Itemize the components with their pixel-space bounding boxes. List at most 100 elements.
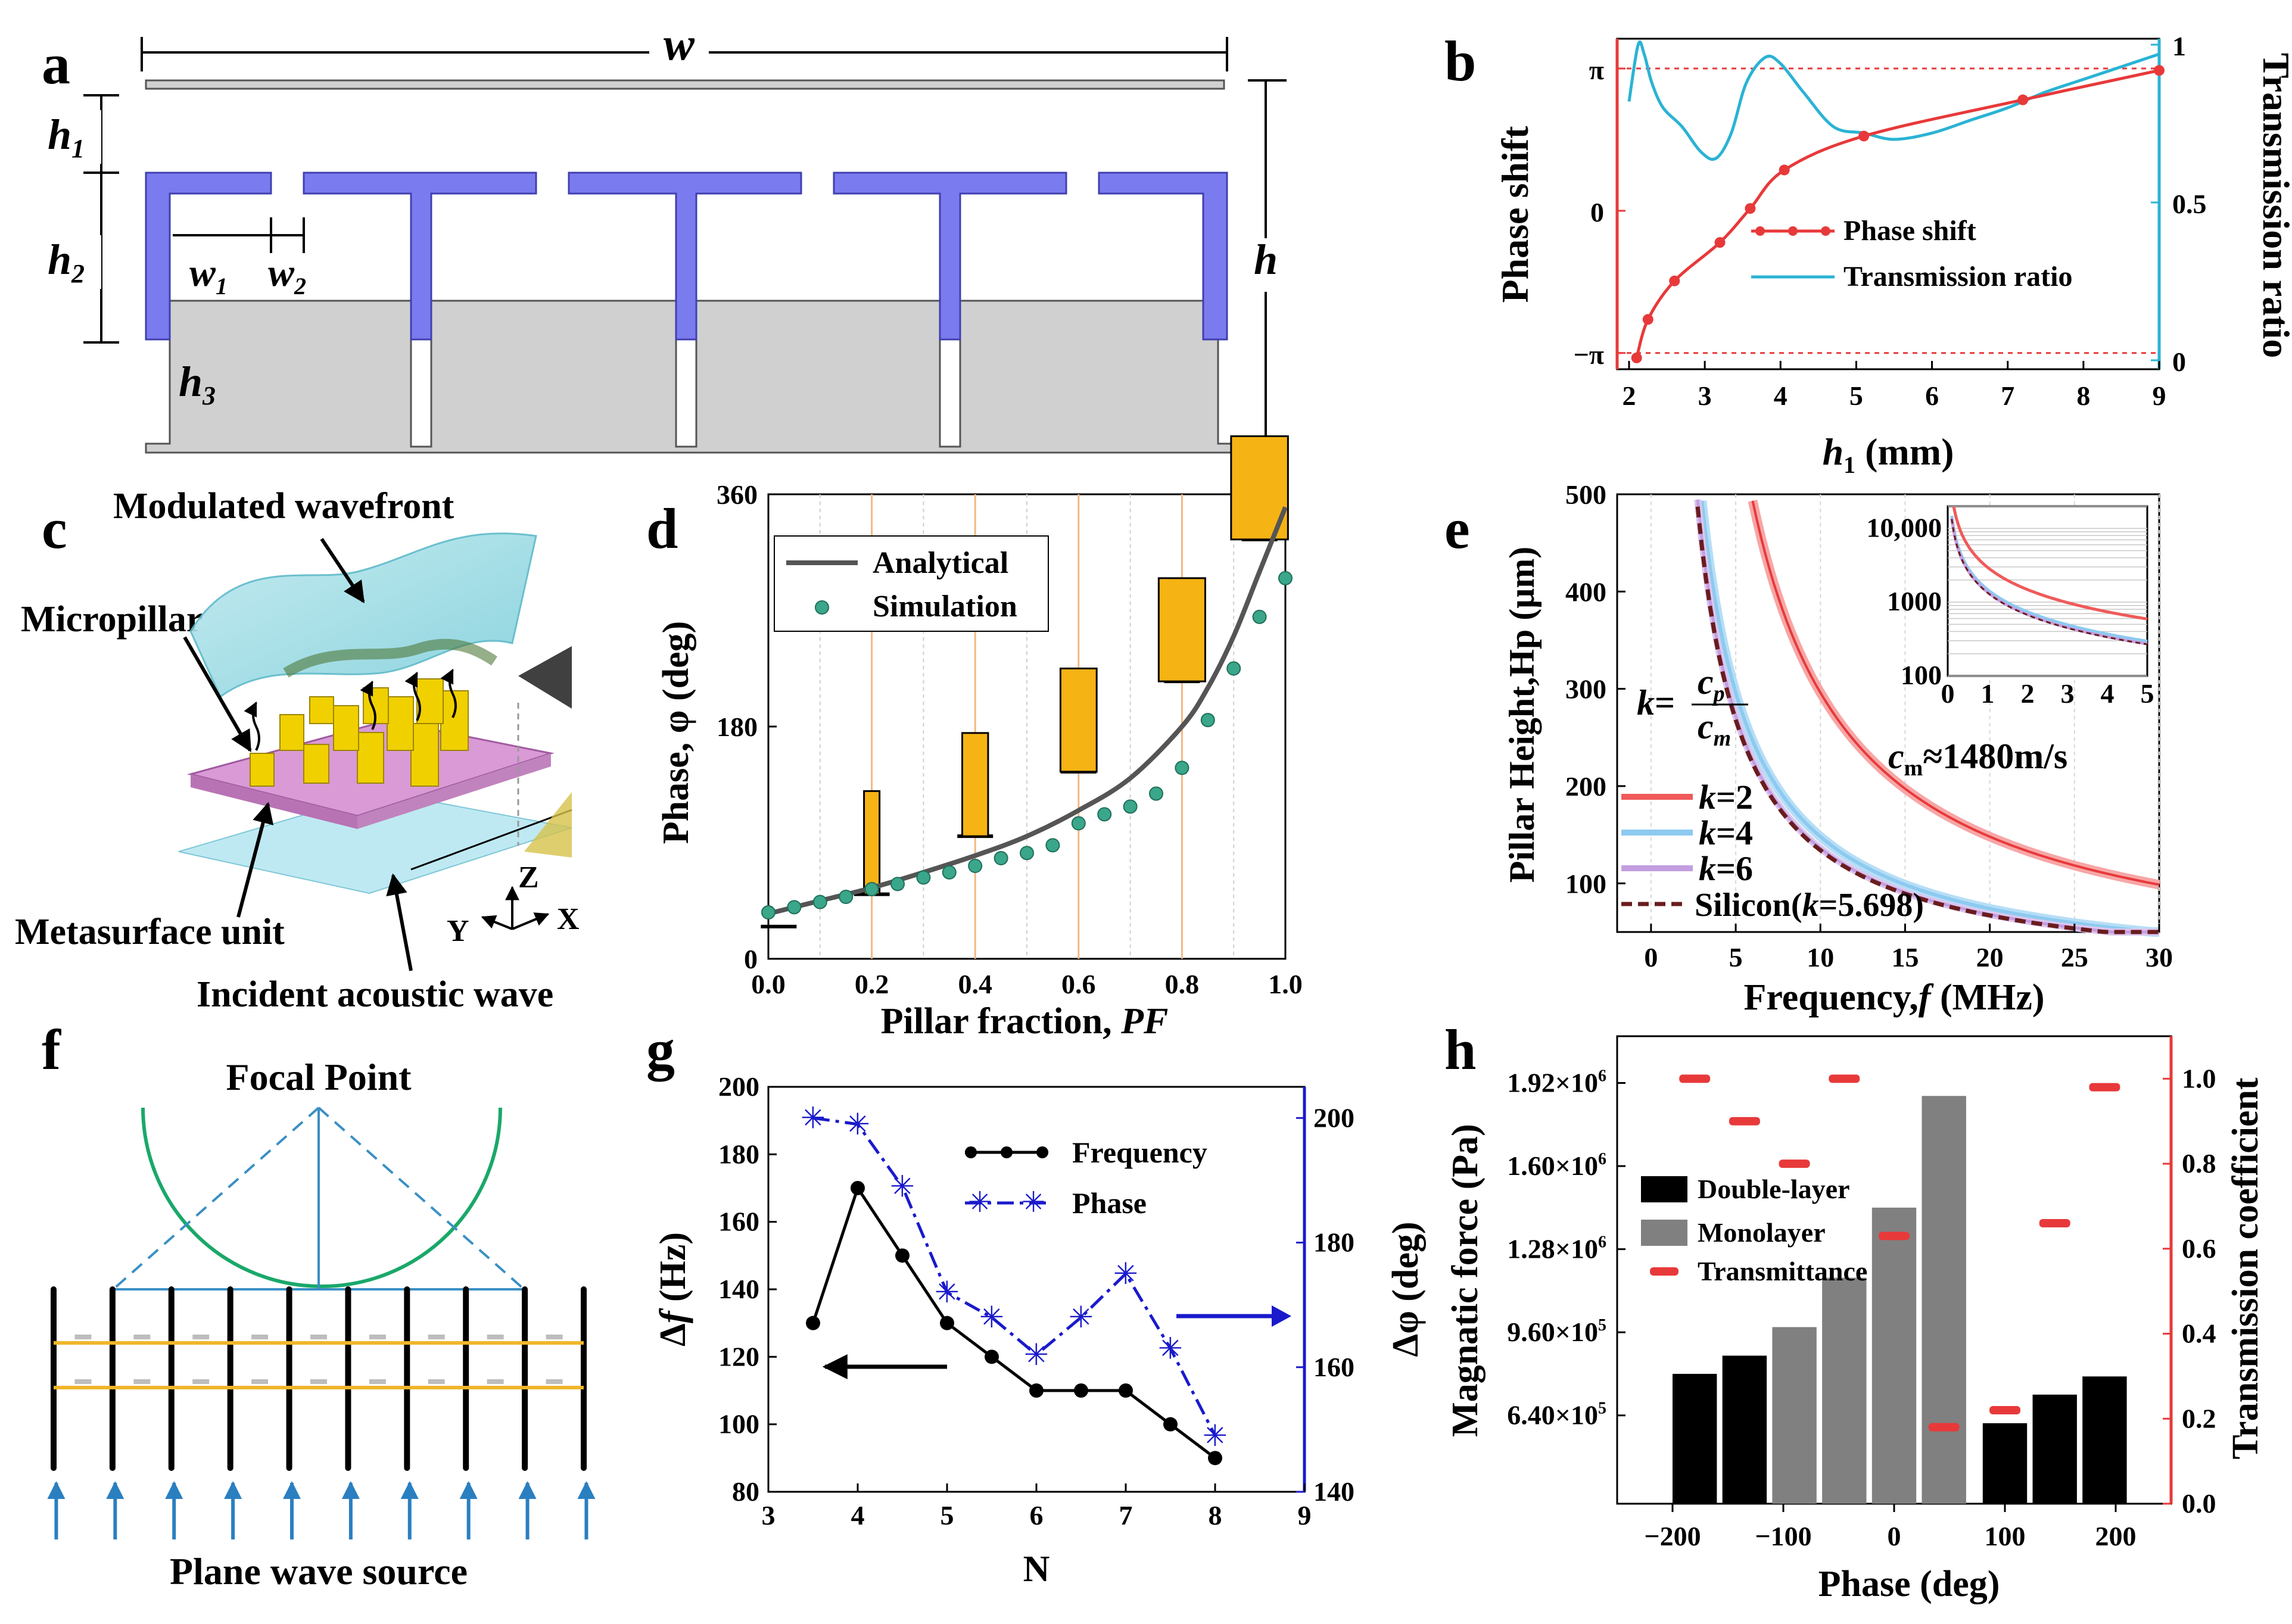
f-gap-marker — [487, 1379, 504, 1384]
f-gap-marker — [251, 1379, 269, 1384]
b-phase-point — [2154, 65, 2165, 76]
t-unit-3 — [833, 172, 1067, 341]
d-sim-point — [812, 894, 827, 909]
c-axis-y: Y — [447, 914, 469, 948]
e-xtick-label: 10 — [1807, 942, 1834, 972]
b-xtick-label: 6 — [1925, 381, 1939, 411]
c-pillar — [357, 732, 384, 784]
e-cp: cp — [1698, 662, 1725, 706]
e-legend: k=2 k=4 k=6 Silicon(k=5.698) — [1621, 778, 1924, 924]
slot-3 — [939, 335, 961, 448]
c-axis-x: X — [557, 902, 580, 936]
b-y2tick-label: 0.5 — [2172, 189, 2207, 219]
d-sim-point — [1226, 661, 1241, 676]
d-sim-point — [1020, 846, 1034, 861]
f-gap-marker — [369, 1335, 386, 1339]
b-xtick-label: 7 — [2001, 381, 2014, 411]
g-ytick-label: 80 — [732, 1476, 759, 1507]
c-wavefront-shadow — [283, 638, 497, 678]
h-xlabel: Phase (deg) — [1818, 1564, 2000, 1604]
d-legend-sim: Simulation — [873, 590, 1017, 624]
e-xtick-label: 20 — [1976, 942, 2004, 972]
g-phase-point: ✳ — [979, 1300, 1004, 1335]
h-xtick-label: −100 — [1755, 1521, 1811, 1551]
c-wave-arrow — [404, 671, 421, 721]
h-total-gap — [1251, 238, 1287, 292]
f-metasurface-bars — [51, 1286, 587, 1471]
panel-a: a w h1 h2 w1 w2 h3 h — [36, 18, 1287, 455]
g-frequency-line — [811, 1185, 1216, 1460]
g-ytick-label: 100 — [718, 1409, 759, 1439]
h-trans-mark — [1679, 1074, 1711, 1083]
b-phase-point — [1745, 203, 1756, 214]
d-sim-point — [1278, 571, 1293, 585]
b-phase-point — [1779, 164, 1790, 176]
c-pillar — [387, 696, 414, 751]
d-ytick-label: 360 — [717, 479, 758, 510]
panel-h-label: h — [1444, 1018, 1476, 1081]
h-trans-mark — [1829, 1074, 1860, 1083]
g-phase-point: ✳ — [1113, 1257, 1138, 1291]
b-xtick-label: 5 — [1849, 381, 1863, 411]
d-sim-point — [787, 900, 802, 915]
c-pointer-wavefront — [320, 538, 365, 603]
b-phase-line — [1635, 68, 2160, 359]
e-xtick-label: 30 — [2145, 942, 2173, 972]
d-pillar — [1230, 435, 1289, 541]
w2-label: w2 — [268, 251, 306, 300]
g-phase-point: ✳ — [1024, 1338, 1049, 1372]
c-label-wavefront: Modulated wavefront — [113, 486, 454, 526]
d-xlabel: Pillar fraction, PF — [881, 1001, 1169, 1042]
h-transmittance-marks — [1679, 1074, 2120, 1432]
h-bar-double — [1722, 1355, 1767, 1504]
f-gap-marker — [428, 1335, 445, 1339]
f-gap-marker — [192, 1379, 210, 1384]
c-pillar — [416, 678, 444, 724]
d-sim-point — [942, 865, 957, 880]
e-xtick-label: 15 — [1891, 942, 1919, 972]
e-curves — [1694, 499, 2160, 937]
top-plate — [145, 79, 1225, 90]
d-xtick-label: 0.2 — [855, 969, 889, 999]
panel-f: f Focal Point Plane wave source — [42, 1018, 596, 1592]
h-bar-double — [1982, 1423, 2028, 1504]
e-ytick-label: 300 — [1565, 674, 1606, 705]
d-pillar-glyphs — [761, 435, 1289, 928]
c-pillar — [410, 723, 439, 787]
g-y2tick-label: 200 — [1313, 1102, 1354, 1133]
b-phase-point — [1858, 130, 1870, 142]
e-inset-ytick: 100 — [1901, 660, 1942, 690]
b-phase-point — [1631, 352, 1642, 363]
b-phase-points — [1631, 65, 2165, 363]
h-trans-mark — [1729, 1117, 1760, 1126]
h-y2tick-label: 0.2 — [2182, 1403, 2216, 1433]
w1-label: w1 — [189, 251, 228, 300]
h-ticks: −200 −100 0 100 200 6.40×105 9.60×105 1.28×106 1… — [1507, 1063, 2216, 1551]
g-xlabel: N — [1023, 1549, 1050, 1589]
e-legend-k2: k=2 — [1699, 778, 1753, 816]
d-ylabel: Phase, φ (deg) — [656, 621, 696, 844]
g-freq-point — [895, 1248, 910, 1263]
g-legend-phase-star1: ✳ — [968, 1186, 992, 1219]
h2-label: h2 — [48, 236, 85, 288]
h-xtick-label: 0 — [1888, 1521, 1901, 1551]
h-total-label: h — [1254, 236, 1278, 283]
panel-e-label: e — [1444, 497, 1470, 560]
h1-label: h1 — [48, 111, 85, 163]
g-arrow-right-head — [1272, 1305, 1291, 1327]
panel-f-label: f — [42, 1018, 61, 1081]
d-xtick-label: 0.8 — [1165, 969, 1200, 999]
b-y2label: Transmission ratio — [2255, 53, 2292, 359]
g-freq-point — [1163, 1417, 1178, 1432]
t-unit-2 — [568, 172, 802, 341]
d-sim-point — [994, 851, 1008, 865]
g-xtick-label: 3 — [762, 1500, 776, 1531]
f-gap-marker — [369, 1379, 386, 1384]
g-ticks: 3 4 5 6 7 8 9 80 100 120 140 160 180 200 140 160 180 200 — [718, 1071, 1354, 1531]
c-axis-y-arrow — [481, 915, 513, 930]
b-phase-point — [1669, 275, 1680, 286]
c-pillar — [333, 705, 359, 751]
e-k-eq: k= — [1637, 683, 1675, 722]
panel-d: d 0.0 0.2 0.4 0.6 0.8 1.0 0 180 360 Analytical S… — [646, 435, 1303, 1042]
b-legend-phase-dot2 — [1788, 226, 1798, 236]
